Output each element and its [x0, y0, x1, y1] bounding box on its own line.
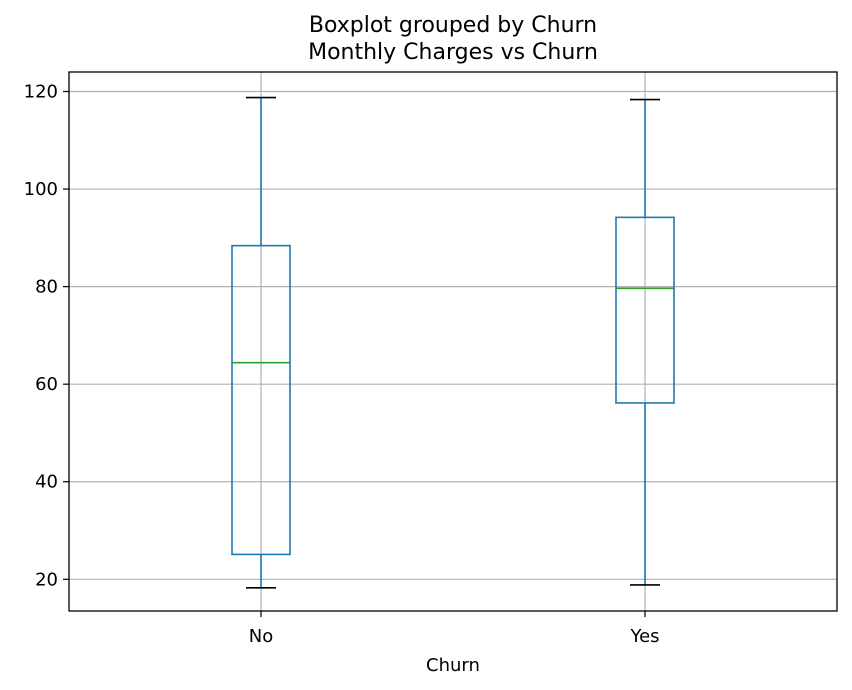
chart-title: Monthly Charges vs Churn	[308, 40, 598, 65]
y-tick-label: 100	[24, 179, 58, 200]
x-axis-label: Churn	[426, 655, 480, 676]
grid-lines	[69, 72, 837, 611]
x-tick-label: No	[249, 626, 273, 647]
plot-frame	[68, 71, 838, 612]
y-tick-label: 60	[35, 374, 58, 395]
chart-suptitle: Boxplot grouped by Churn	[309, 13, 597, 38]
axis-layer: 20 40 60 80 100 120 No Yes	[24, 82, 660, 647]
y-tick-label: 40	[35, 472, 58, 493]
y-tick-label: 80	[35, 277, 58, 298]
iqr-box	[231, 244, 291, 556]
box-layer	[231, 96, 675, 589]
y-tick-label: 20	[35, 569, 58, 590]
x-tick-label: Yes	[629, 626, 659, 647]
y-tick-label: 120	[24, 82, 58, 103]
iqr-box	[615, 216, 675, 404]
